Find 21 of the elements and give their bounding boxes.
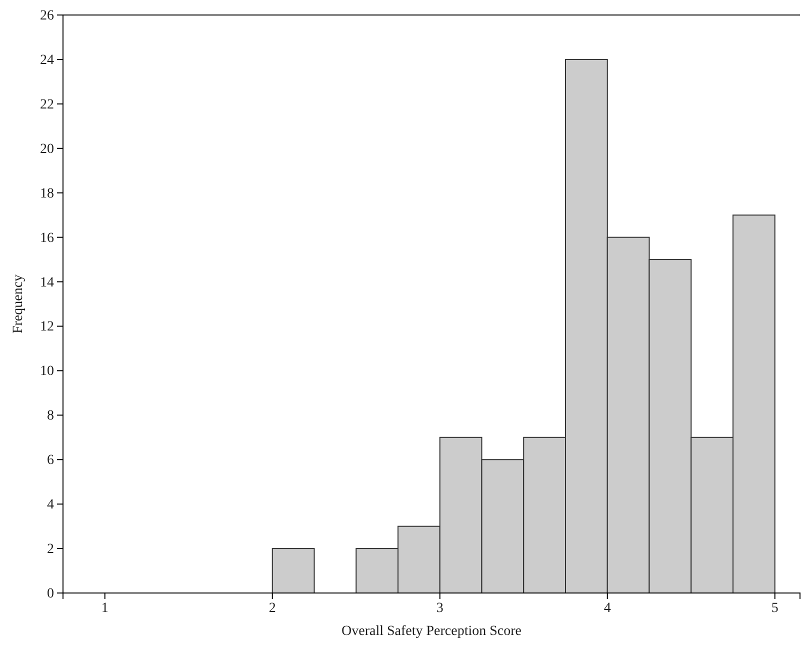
y-tick-label: 18 (40, 186, 54, 202)
x-tick-label: 3 (436, 600, 444, 616)
y-tick-label: 6 (47, 453, 54, 468)
x-axis-title: Overall Safety Perception Score (342, 624, 522, 639)
y-tick-label: 10 (40, 364, 54, 380)
x-tick-label: 1 (101, 600, 108, 616)
x-tick-label: 2 (268, 600, 276, 616)
x-tick-label: 4 (604, 600, 611, 616)
y-tick-label: 4 (47, 498, 54, 513)
y-tick-label: 26 (40, 8, 54, 24)
y-tick-label: 20 (40, 142, 54, 157)
y-tick-label: 0 (47, 586, 54, 602)
y-tick-label: 8 (47, 408, 54, 424)
x-tick-label: 5 (771, 600, 778, 616)
y-tick-label: 14 (40, 275, 54, 290)
y-tick-label: 22 (40, 97, 54, 112)
y-tick-label: 2 (47, 542, 54, 558)
y-tick-label: 12 (40, 320, 54, 335)
y-tick-label: 24 (40, 52, 54, 68)
y-axis-title: Frequency (11, 274, 26, 334)
y-tick-label: 16 (40, 230, 54, 246)
